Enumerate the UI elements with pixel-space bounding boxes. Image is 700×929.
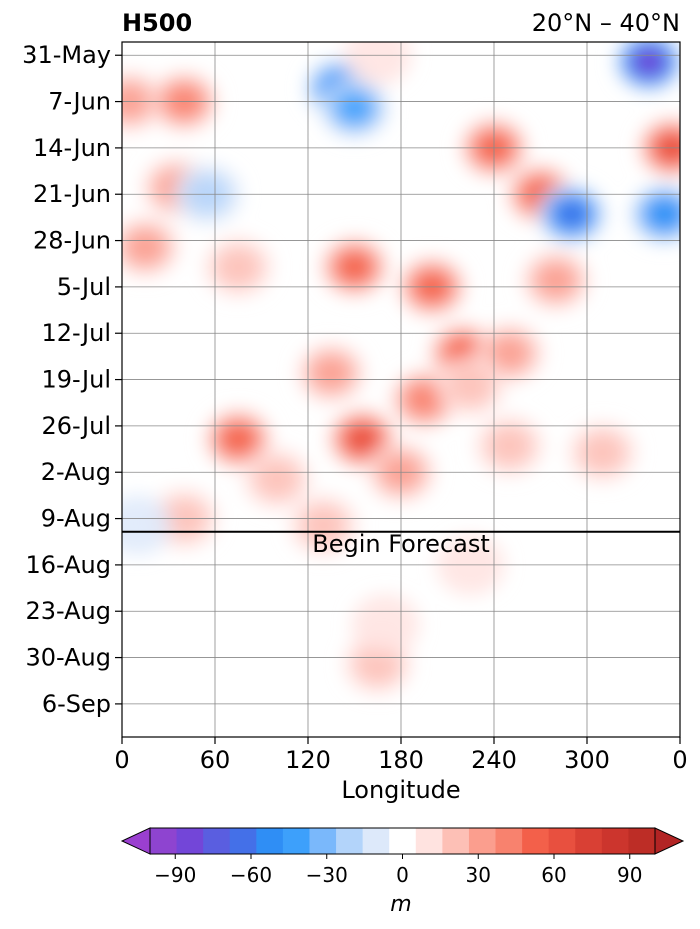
colorbar-tick-label: 0 bbox=[396, 863, 409, 887]
colorbar bbox=[120, 827, 685, 855]
anomaly-cell bbox=[300, 505, 347, 546]
anomaly-cell bbox=[343, 42, 412, 86]
y-tick-label: 12-Jul bbox=[42, 319, 112, 347]
colorbar-ticks: −90 −60 −30 0 30 60 90 bbox=[154, 854, 642, 887]
y-tick-label: 23-Aug bbox=[25, 597, 111, 625]
anomaly-cell bbox=[579, 432, 626, 473]
anomaly-cell bbox=[351, 594, 420, 655]
anomaly-cell bbox=[406, 384, 442, 415]
anomaly-cell bbox=[555, 200, 588, 228]
colorbar-segment bbox=[336, 828, 364, 854]
anomaly-cell bbox=[338, 253, 371, 282]
x-tick-label: 60 bbox=[200, 746, 231, 774]
begin-forecast-label: Begin Forecast bbox=[312, 530, 490, 558]
y-axis: 31-May 7-Jun 14-Jun 21-Jun 28-Jun 5-Jul 12-Jul… bbox=[22, 41, 122, 718]
x-tick-label: 0 bbox=[114, 746, 129, 774]
anomaly-cell bbox=[634, 49, 664, 75]
grid bbox=[122, 42, 680, 737]
colorbar-segment bbox=[628, 828, 656, 854]
x-tick-label: 300 bbox=[564, 746, 610, 774]
colorbar-segment bbox=[442, 828, 470, 854]
anomaly-cell bbox=[536, 263, 576, 297]
colorbar-segment bbox=[362, 828, 390, 854]
anomaly-cell bbox=[648, 200, 680, 229]
colorbar-segment bbox=[229, 828, 257, 854]
x-tick-label: 0 bbox=[672, 746, 687, 774]
chart-title: H500 bbox=[122, 9, 192, 37]
y-tick-label: 30-Aug bbox=[25, 644, 111, 672]
colorbar-tick-label: −30 bbox=[306, 863, 348, 887]
anomaly-cell bbox=[346, 425, 378, 453]
y-tick-label: 7-Jun bbox=[48, 88, 111, 116]
y-tick-label: 9-Aug bbox=[41, 505, 111, 533]
y-tick-label: 14-Jun bbox=[33, 134, 111, 162]
anomaly-cell bbox=[221, 425, 255, 454]
chart-subtitle: 20°N – 40°N bbox=[532, 9, 680, 37]
colorbar-tick-label: 60 bbox=[541, 863, 566, 887]
x-tick-label: 120 bbox=[285, 746, 331, 774]
colorbar-segment bbox=[203, 828, 231, 854]
y-tick-label: 31-May bbox=[22, 41, 111, 69]
colorbar-tick-label: −90 bbox=[154, 863, 196, 887]
colorbar-segment bbox=[282, 828, 310, 854]
x-axis-label: Longitude bbox=[341, 776, 460, 804]
anomaly-cell bbox=[337, 93, 372, 124]
y-tick-label: 19-Jul bbox=[42, 366, 112, 394]
x-tick-label: 240 bbox=[471, 746, 517, 774]
y-tick-label: 5-Jul bbox=[57, 273, 111, 301]
colorbar-unit-label: m bbox=[390, 892, 411, 917]
colorbar-segment bbox=[548, 828, 576, 854]
anomaly-cell bbox=[490, 336, 529, 370]
colorbar-tick-label: 30 bbox=[466, 863, 491, 887]
colorbar-segment bbox=[575, 828, 603, 854]
colorbar-extend-high bbox=[654, 827, 685, 855]
y-tick-label: 16-Aug bbox=[25, 551, 111, 579]
anomaly-cell bbox=[122, 495, 172, 556]
x-axis: 0 60 120 180 240 300 0 bbox=[114, 737, 688, 774]
anomaly-cell bbox=[125, 230, 165, 264]
colorbar-segment bbox=[468, 828, 497, 854]
colorbar-segment bbox=[601, 828, 629, 854]
y-tick-label: 28-Jun bbox=[33, 227, 111, 255]
colorbar-tick-label: −60 bbox=[230, 863, 272, 887]
colorbar-tick-label: 90 bbox=[617, 863, 642, 887]
colorbar-segment bbox=[415, 828, 443, 854]
anomaly-field bbox=[122, 42, 680, 695]
colorbar-segment bbox=[150, 828, 178, 854]
y-tick-label: 2-Aug bbox=[41, 458, 111, 486]
colorbar-extend-low bbox=[120, 827, 151, 855]
anomaly-cell bbox=[447, 366, 494, 407]
colorbar-segment bbox=[256, 828, 284, 854]
anomaly-cell bbox=[254, 458, 300, 499]
anomaly-cell bbox=[311, 356, 351, 390]
anomaly-cell bbox=[486, 425, 533, 466]
anomaly-cell bbox=[215, 247, 262, 288]
colorbar-segment bbox=[522, 828, 550, 854]
x-tick-label: 180 bbox=[378, 746, 424, 774]
y-tick-label: 21-Jun bbox=[33, 180, 111, 208]
colorbar-segment bbox=[309, 828, 337, 854]
colorbar-segment bbox=[495, 828, 523, 854]
y-tick-label: 6-Sep bbox=[42, 690, 111, 718]
colorbar-segment bbox=[176, 828, 204, 854]
y-tick-label: 26-Jul bbox=[42, 412, 112, 440]
colorbar-segment bbox=[389, 828, 417, 854]
